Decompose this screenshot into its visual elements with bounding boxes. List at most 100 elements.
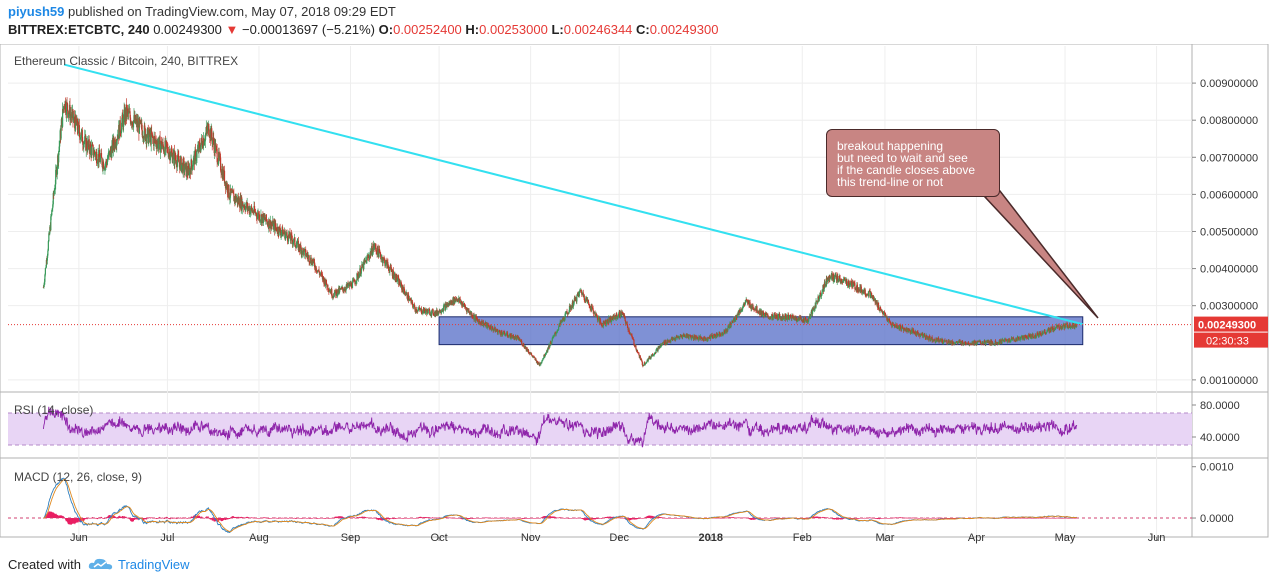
candle-body — [481, 320, 483, 326]
candle-body — [375, 244, 377, 248]
candle-body — [1040, 335, 1043, 336]
candle-body — [90, 144, 92, 148]
candle-body — [305, 249, 307, 257]
candle-body — [215, 145, 217, 147]
candle-body — [1028, 334, 1030, 339]
candle-body — [581, 293, 583, 295]
chart-canvas[interactable]: 0.009000000.008000000.007000000.00600000… — [0, 43, 1270, 548]
candle-body — [441, 310, 443, 312]
candle-body — [83, 143, 85, 148]
candle-body — [643, 365, 645, 366]
candle-body — [720, 334, 722, 336]
candle-body — [154, 136, 156, 138]
candle-body — [473, 316, 476, 320]
candle-body — [411, 301, 414, 306]
candle-body — [218, 151, 220, 158]
author-link[interactable]: piyush59 — [8, 4, 65, 19]
candle-body — [906, 330, 909, 332]
candle-body — [355, 282, 357, 284]
candle-body — [539, 363, 541, 366]
candle-body — [800, 316, 802, 319]
candle-body — [199, 143, 201, 149]
candle-body — [979, 340, 981, 343]
candle-body — [358, 273, 360, 278]
candle-body — [687, 334, 689, 338]
candle-body — [383, 258, 386, 260]
candle-body — [583, 295, 585, 300]
candle-body — [215, 145, 217, 153]
candle-body — [555, 332, 557, 335]
candle-body — [318, 269, 320, 273]
candle-body — [468, 310, 470, 313]
candle-body — [74, 115, 77, 131]
candle-body — [846, 284, 849, 286]
candle-body — [44, 274, 46, 282]
trend-line — [63, 63, 1084, 326]
candle-body — [820, 295, 822, 297]
candle-body — [985, 342, 987, 345]
candle-body — [698, 336, 700, 340]
candle-body — [820, 295, 823, 297]
candle-body — [721, 332, 724, 336]
candle-body — [111, 145, 113, 158]
candle-body — [1046, 331, 1048, 333]
candle-body — [54, 184, 56, 190]
candle-body — [303, 249, 305, 256]
candle-body — [749, 302, 751, 308]
candle-body — [276, 227, 278, 231]
candle-body — [837, 275, 839, 280]
candle-body — [414, 306, 416, 311]
candle-body — [1000, 339, 1002, 343]
candle-body — [712, 336, 714, 338]
candle-body — [1069, 323, 1071, 329]
candle-body — [98, 150, 101, 158]
candle-body — [679, 336, 681, 340]
candle-body — [942, 341, 945, 344]
candle-body — [501, 333, 504, 336]
candle-body — [42, 287, 45, 288]
candle-body — [1024, 334, 1026, 339]
candle-body — [290, 233, 293, 235]
candle-body — [744, 302, 746, 305]
candle-body — [229, 197, 231, 200]
candle-body — [400, 281, 402, 285]
candle-body — [894, 325, 896, 328]
candle-body — [491, 326, 493, 331]
candle-body — [366, 257, 368, 264]
candle-body — [165, 140, 167, 149]
chart-area[interactable]: 0.00900000 0.00800000 0.00700000 0.00600000… — [0, 43, 1270, 553]
candle-body — [823, 288, 825, 292]
candle-body — [645, 362, 647, 364]
candle-body — [849, 283, 852, 286]
candle-body — [1071, 326, 1073, 328]
candle-body — [746, 299, 748, 301]
candle-body — [844, 279, 847, 282]
candle-body — [47, 250, 49, 256]
candle-body — [617, 315, 619, 317]
candle-body — [45, 260, 47, 268]
candle-body — [807, 321, 809, 323]
candle-body — [1055, 327, 1057, 330]
candle-body — [827, 277, 829, 279]
candle-body — [188, 165, 190, 168]
candle-body — [135, 120, 137, 124]
candle-body — [741, 309, 743, 311]
candle-body — [139, 118, 141, 123]
candle-layer — [42, 97, 1078, 368]
candle-body — [935, 341, 937, 343]
trendline-layer — [8, 63, 1192, 326]
candle-body — [129, 111, 131, 118]
candle-body — [736, 313, 738, 318]
candle-body — [556, 330, 558, 333]
candle-body — [477, 320, 479, 322]
candle-body — [67, 113, 70, 118]
candle-body — [229, 188, 232, 198]
candle-body — [523, 343, 525, 347]
macd-histogram-bar — [126, 517, 128, 519]
candle-body — [71, 112, 73, 118]
candle-body — [861, 292, 863, 294]
candle-body — [251, 208, 253, 212]
candle-body — [893, 324, 895, 327]
candle-body — [178, 156, 180, 162]
candle-body — [169, 157, 171, 161]
